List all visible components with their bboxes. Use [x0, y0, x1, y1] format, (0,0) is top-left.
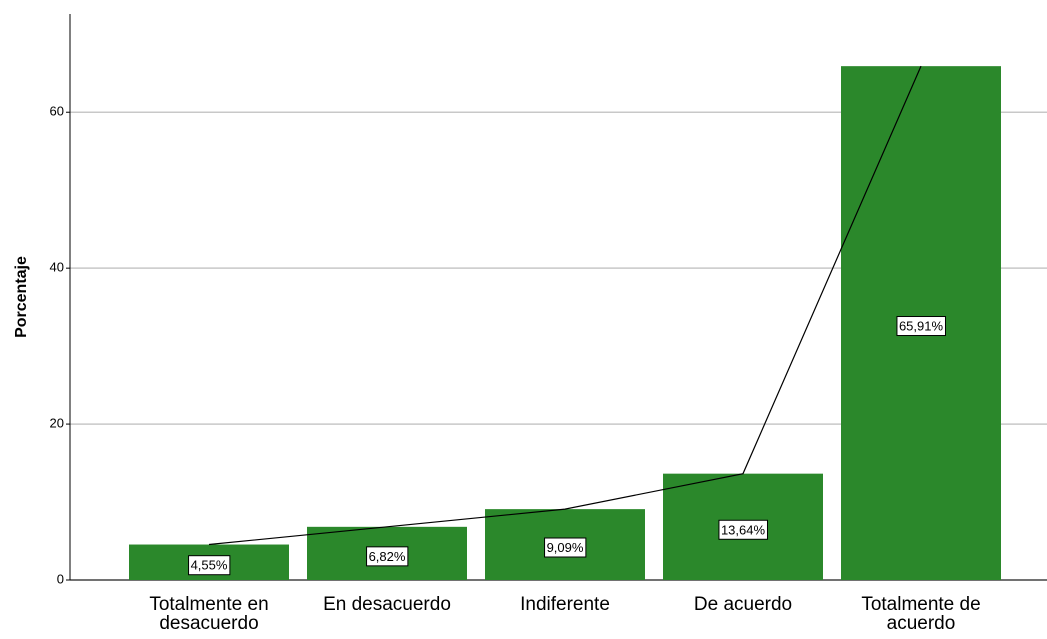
- y-axis-label: Porcentaje: [13, 256, 30, 338]
- data-label-box: [896, 316, 946, 337]
- data-label: 4,55%: [191, 558, 228, 573]
- data-label-box: [366, 546, 409, 567]
- y-tick-label: 0: [57, 571, 64, 586]
- y-tick-label: 20: [50, 416, 64, 431]
- y-tick-label: 40: [50, 260, 64, 275]
- x-tick-label: En desacuerdo: [323, 594, 451, 615]
- data-label: 65,91%: [899, 319, 944, 334]
- x-tick-label: De acuerdo: [693, 594, 793, 615]
- data-label-box: [188, 555, 231, 576]
- line: [208, 65, 922, 546]
- data-label: 13,64%: [721, 522, 766, 537]
- x-tick-label: Totalmente de acuerdo: [861, 594, 981, 634]
- data-label-box: [718, 519, 768, 540]
- data-label: 9,09%: [547, 540, 584, 555]
- y-tick-label: 60: [50, 104, 64, 119]
- data-label-box: [544, 537, 587, 558]
- x-tick-label: Indiferente: [520, 594, 610, 615]
- data-label: 6,82%: [369, 549, 406, 564]
- x-tick-label: Totalmente en desacuerdo: [149, 594, 269, 634]
